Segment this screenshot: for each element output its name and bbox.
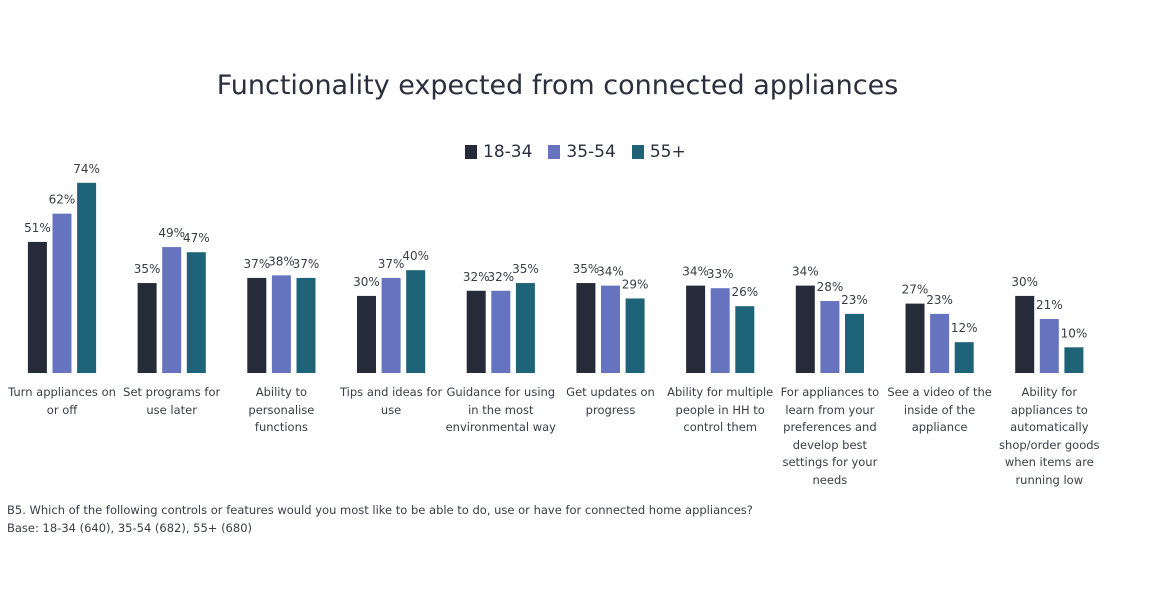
category-label: Get updates on progress — [566, 385, 655, 417]
bar-55+-1 — [77, 182, 97, 373]
bar-55+-2 — [186, 252, 206, 373]
category-label: For appliances to learn from your prefer… — [780, 385, 880, 487]
footnote: B5. Which of the following controls or f… — [7, 502, 753, 537]
category-label: Turn appliances on or off — [8, 385, 116, 417]
footnote-base: Base: 18-34 (640), 35-54 (682), 55+ (680… — [7, 520, 252, 535]
legend-item-35-54: 35-54 — [548, 142, 616, 162]
bar-55+-8 — [845, 313, 864, 373]
bar-18-34-5 — [466, 290, 486, 373]
data-label: 49% — [158, 226, 185, 240]
data-label: 30% — [353, 275, 380, 289]
bar-35-54-3 — [271, 275, 291, 373]
data-label: 35% — [134, 262, 161, 276]
data-label: 37% — [293, 257, 320, 271]
category-label: Ability for multiple people in HH to con… — [667, 385, 774, 434]
category-label: Guidance for using in the most environme… — [445, 385, 556, 434]
legend-label: 18-34 — [483, 142, 533, 162]
bar-55+-3 — [296, 277, 316, 373]
bar-35-54-1 — [52, 213, 72, 373]
data-label: 37% — [378, 257, 405, 271]
category-label: Ability for appliances to automatically … — [999, 385, 1100, 487]
data-label: 47% — [183, 231, 210, 245]
data-label: 12% — [951, 321, 978, 335]
category-label: Ability to personalise functions — [248, 385, 315, 434]
bar-35-54-9 — [930, 313, 950, 373]
legend-swatch — [465, 145, 477, 159]
bar-18-34-1 — [27, 241, 47, 373]
legend-swatch — [548, 145, 561, 159]
data-label: 21% — [1036, 298, 1063, 312]
data-label: 34% — [682, 265, 709, 279]
bar-55+-9 — [954, 342, 974, 373]
bar-55+-6 — [625, 298, 645, 373]
data-label: 32% — [463, 270, 490, 284]
bar-18-34-3 — [247, 277, 267, 373]
category-label: Set programs for use later — [123, 385, 221, 417]
bar-35-54-5 — [491, 290, 511, 373]
bar-55+-5 — [515, 283, 535, 373]
bar-35-54-8 — [820, 301, 840, 373]
category-label: Tips and ideas for use — [340, 385, 443, 417]
bar-35-54-4 — [381, 277, 401, 373]
bar-18-34-2 — [137, 283, 157, 373]
bar-35-54-10 — [1039, 319, 1059, 373]
data-label: 74% — [73, 162, 100, 176]
bar-18-34-9 — [905, 303, 925, 373]
bar-35-54-6 — [601, 285, 620, 373]
data-label: 23% — [841, 293, 868, 307]
legend-label: 35-54 — [566, 142, 616, 162]
data-label: 51% — [24, 221, 51, 235]
bar-18-34-4 — [357, 295, 376, 373]
data-label: 33% — [707, 267, 734, 281]
data-label: 27% — [902, 283, 929, 297]
data-label: 37% — [243, 257, 270, 271]
legend-swatch — [631, 145, 644, 159]
data-label: 23% — [926, 293, 953, 307]
data-label: 28% — [817, 280, 844, 294]
data-label: 35% — [512, 262, 539, 276]
bar-18-34-7 — [686, 285, 706, 373]
chart-title: Functionality expected from connected ap… — [216, 70, 899, 101]
legend-item-18-34: 18-34 — [465, 142, 532, 162]
bar-35-54-7 — [710, 288, 730, 373]
bar-18-34-10 — [1015, 295, 1035, 373]
data-label: 10% — [1061, 326, 1088, 340]
bar-55+-4 — [406, 270, 426, 373]
legend-item-55-plus: 55+ — [631, 142, 686, 162]
data-label: 30% — [1011, 275, 1038, 289]
bar-18-34-8 — [795, 285, 815, 373]
data-label: 34% — [597, 265, 624, 279]
data-label: 32% — [487, 270, 514, 284]
legend-label: 55+ — [649, 142, 686, 162]
legend: 18-34 35-54 55+ — [465, 142, 686, 162]
category-label: See a video of the inside of the applian… — [887, 385, 992, 434]
data-label: 35% — [573, 262, 600, 276]
bar-55+-7 — [735, 306, 755, 373]
bar-18-34-6 — [576, 283, 596, 373]
footnote-question: B5. Which of the following controls or f… — [7, 503, 753, 517]
bar-35-54-2 — [162, 247, 182, 373]
data-label: 29% — [622, 277, 649, 291]
data-label: 26% — [731, 285, 758, 299]
data-label: 34% — [792, 265, 819, 279]
data-label: 40% — [402, 249, 429, 263]
data-label: 38% — [268, 254, 295, 268]
data-label: 62% — [49, 193, 76, 207]
bar-55+-10 — [1064, 347, 1084, 373]
